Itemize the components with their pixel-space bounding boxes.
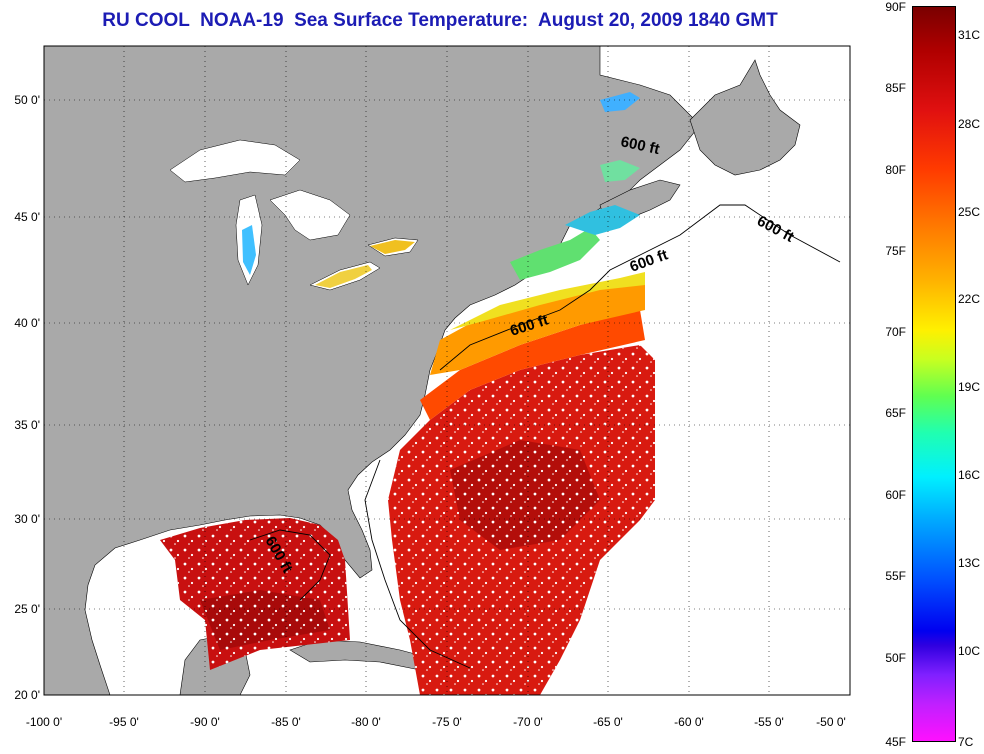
land-newfoundland bbox=[689, 59, 801, 176]
sst-gulf-of-maine bbox=[510, 228, 600, 280]
map-frame bbox=[43, 45, 851, 696]
colorbar-c-label: 19C bbox=[958, 380, 981, 394]
colorbar-f-label: 50F bbox=[885, 651, 906, 665]
lon-label: -70 0' bbox=[513, 715, 543, 729]
colorbar-c-label: 22C bbox=[958, 292, 981, 306]
lat-label: 30 0' bbox=[14, 512, 40, 526]
sst-lake-michigan bbox=[242, 225, 256, 275]
colorbar-c-label: 31C bbox=[958, 28, 981, 42]
sst-shelf-orange bbox=[430, 275, 645, 375]
colorbar-f-label: 80F bbox=[885, 163, 906, 177]
map-title: RU COOL NOAA-19 Sea Surface Temperature:… bbox=[102, 10, 778, 31]
colorbar-f-label: 60F bbox=[885, 488, 906, 502]
lon-label: -55 0' bbox=[754, 715, 784, 729]
colorbar-f-label: 90F bbox=[885, 0, 906, 14]
colorbar-c-label: 7C bbox=[958, 735, 974, 749]
lon-label: -85 0' bbox=[271, 715, 301, 729]
lon-label: -75 0' bbox=[432, 715, 462, 729]
cloud-speckle-gulf bbox=[160, 518, 350, 670]
lon-label: -65 0' bbox=[593, 715, 623, 729]
land-north-america bbox=[44, 46, 701, 695]
colorbar-c-label: 28C bbox=[958, 117, 981, 131]
lon-label: -60 0' bbox=[674, 715, 704, 729]
temperature-colorbar bbox=[912, 6, 956, 742]
colorbar-f-label: 70F bbox=[885, 325, 906, 339]
lat-lon-grid bbox=[44, 46, 850, 695]
lat-label: 50 0' bbox=[14, 93, 40, 107]
lat-label: 25 0' bbox=[14, 602, 40, 616]
colorbar-f-label: 45F bbox=[885, 735, 906, 749]
lat-label: 35 0' bbox=[14, 418, 40, 432]
colorbar-f-label: 55F bbox=[885, 569, 906, 583]
sst-scotian-shelf bbox=[565, 205, 640, 235]
cloud-speckle bbox=[388, 345, 655, 695]
sst-st-lawrence-green bbox=[600, 160, 640, 182]
sst-lake-ontario bbox=[370, 240, 415, 254]
sst-shelf-yellow bbox=[450, 272, 645, 330]
colorbar-f-label: 85F bbox=[885, 81, 906, 95]
lat-label: 40 0' bbox=[14, 316, 40, 330]
colorbar-c-label: 10C bbox=[958, 644, 981, 658]
colorbar-c-label: 16C bbox=[958, 468, 981, 482]
lat-label: 45 0' bbox=[14, 210, 40, 224]
lon-label: -80 0' bbox=[351, 715, 381, 729]
sst-st-lawrence bbox=[600, 92, 640, 112]
isobath-600ft bbox=[249, 204, 841, 669]
sst-lake-erie bbox=[315, 265, 372, 288]
sst-map: 600 ft 600 ft 600 ft 600 ft 600 ft bbox=[43, 45, 851, 696]
sst-gulfstream-band bbox=[420, 310, 645, 420]
lat-label: 20 0' bbox=[14, 688, 40, 702]
lon-label: -90 0' bbox=[190, 715, 220, 729]
lon-label: -50 0' bbox=[816, 715, 846, 729]
colorbar-c-label: 25C bbox=[958, 205, 981, 219]
colorbar-f-label: 75F bbox=[885, 244, 906, 258]
lon-label: -100 0' bbox=[25, 715, 63, 729]
lon-label: -95 0' bbox=[109, 715, 139, 729]
colorbar-c-label: 13C bbox=[958, 556, 981, 570]
colorbar-f-label: 65F bbox=[885, 406, 906, 420]
